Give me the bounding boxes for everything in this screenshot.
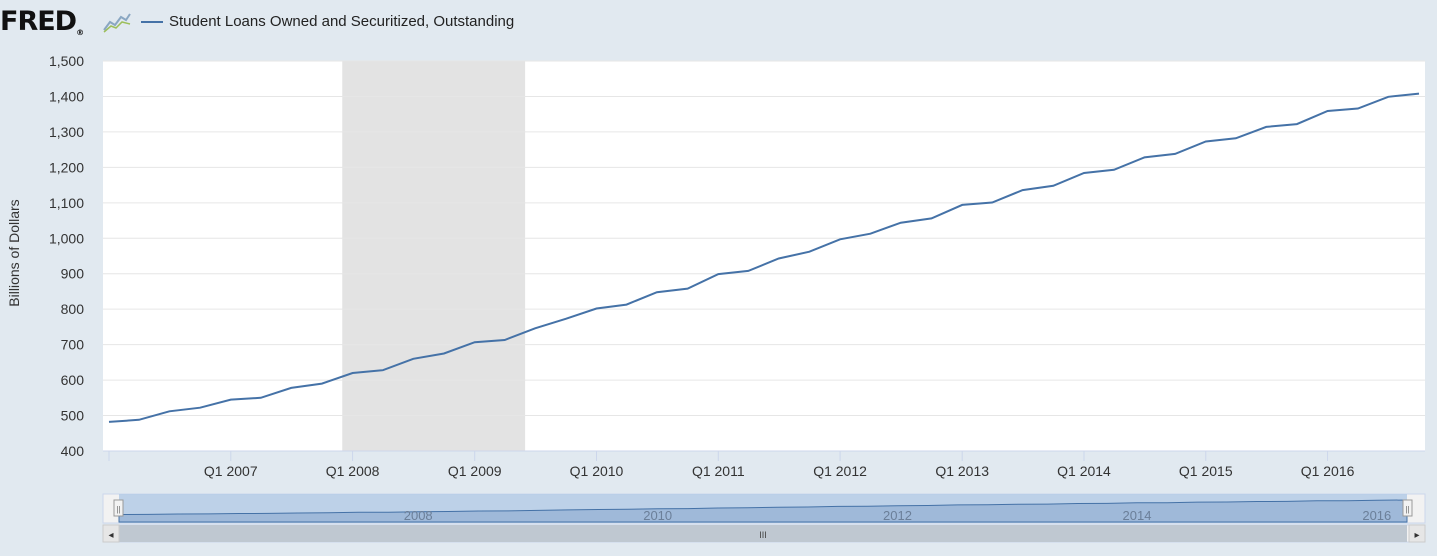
navigator-year-label: 2008 [404, 508, 433, 523]
chart-header: FRED® Student Loans Owned and Securitize… [0, 0, 1437, 46]
left-handle-grip: || [116, 505, 120, 514]
right-handle-grip: || [1405, 505, 1409, 514]
series-line[interactable] [108, 92, 1420, 423]
y-tick-label: 900 [61, 266, 85, 282]
navigator-year-label: 2016 [1362, 508, 1391, 523]
navigator-right-handle[interactable]: || [1402, 499, 1413, 517]
scrollbar-grip: III [759, 530, 767, 540]
legend-swatch [141, 20, 163, 23]
fred-logo-mark: ® [76, 28, 84, 37]
y-tick-label: 800 [61, 301, 85, 317]
x-tick-label: Q1 2010 [570, 463, 624, 479]
scroll-left-arrow: ◂ [108, 530, 113, 541]
navigator-year-labels: 2008 2010 2012 2014 2016 [404, 508, 1392, 523]
series-points [108, 93, 1420, 423]
x-tick-label: Q1 2008 [326, 463, 380, 479]
y-tick-label: 500 [61, 408, 85, 424]
x-tick-label: Q1 2007 [204, 463, 258, 479]
plot-area [103, 61, 1425, 451]
fred-graph-icon [103, 13, 131, 33]
navigator-series [118, 499, 1408, 523]
y-tick-label: 1,000 [49, 230, 84, 246]
recession-shading [342, 61, 526, 451]
grid-lines [103, 60, 1425, 417]
x-tick-label: Q1 2015 [1179, 463, 1233, 479]
y-tick-label: 400 [61, 443, 85, 459]
navigator-left-handle[interactable]: || [113, 499, 124, 517]
x-tick-label: Q1 2009 [448, 463, 502, 479]
fred-logo-text: FRED [0, 6, 77, 37]
y-tick-label: 1,200 [49, 159, 84, 175]
y-tick-label: 700 [61, 337, 85, 353]
x-tick-label: Q1 2012 [813, 463, 867, 479]
fred-logo[interactable]: FRED® [0, 6, 84, 37]
navigator-year-label: 2012 [883, 508, 912, 523]
x-tick-label: Q1 2016 [1301, 463, 1355, 479]
y-tick-label: 1,100 [49, 195, 84, 211]
navigator-year-label: 2010 [643, 508, 672, 523]
x-tick-label: Q1 2013 [935, 463, 989, 479]
scroll-right-arrow: ▸ [1414, 530, 1419, 541]
y-axis-ticks: 400 500 600 700 800 900 1,000 1,100 1,200 1,300 1,… [49, 53, 84, 459]
x-axis-ticks: Q1 2007 Q1 2008 Q1 2009 Q1 2010 Q1 2011 Q1 20… [108, 451, 1355, 479]
chart-legend[interactable]: Student Loans Owned and Securitized, Out… [141, 13, 514, 30]
range-navigator[interactable]: 2008 2010 2012 2014 2016 || || [102, 493, 1426, 524]
y-tick-label: 1,400 [49, 88, 84, 104]
scrollbar[interactable]: III ◂ ▸ [102, 524, 1426, 543]
scrollbar-thumb[interactable] [119, 525, 1407, 542]
y-tick-label: 1,300 [49, 124, 84, 140]
x-tick-label: Q1 2011 [692, 463, 745, 479]
y-tick-label: 1,500 [49, 53, 84, 69]
scroll-left-button[interactable] [102, 524, 120, 543]
x-tick-label: Q1 2014 [1057, 463, 1111, 479]
navigator-year-label: 2014 [1123, 508, 1152, 523]
y-tick-label: 600 [61, 372, 85, 388]
scroll-right-button[interactable] [1408, 524, 1426, 543]
legend-series-label: Student Loans Owned and Securitized, Out… [169, 13, 515, 30]
